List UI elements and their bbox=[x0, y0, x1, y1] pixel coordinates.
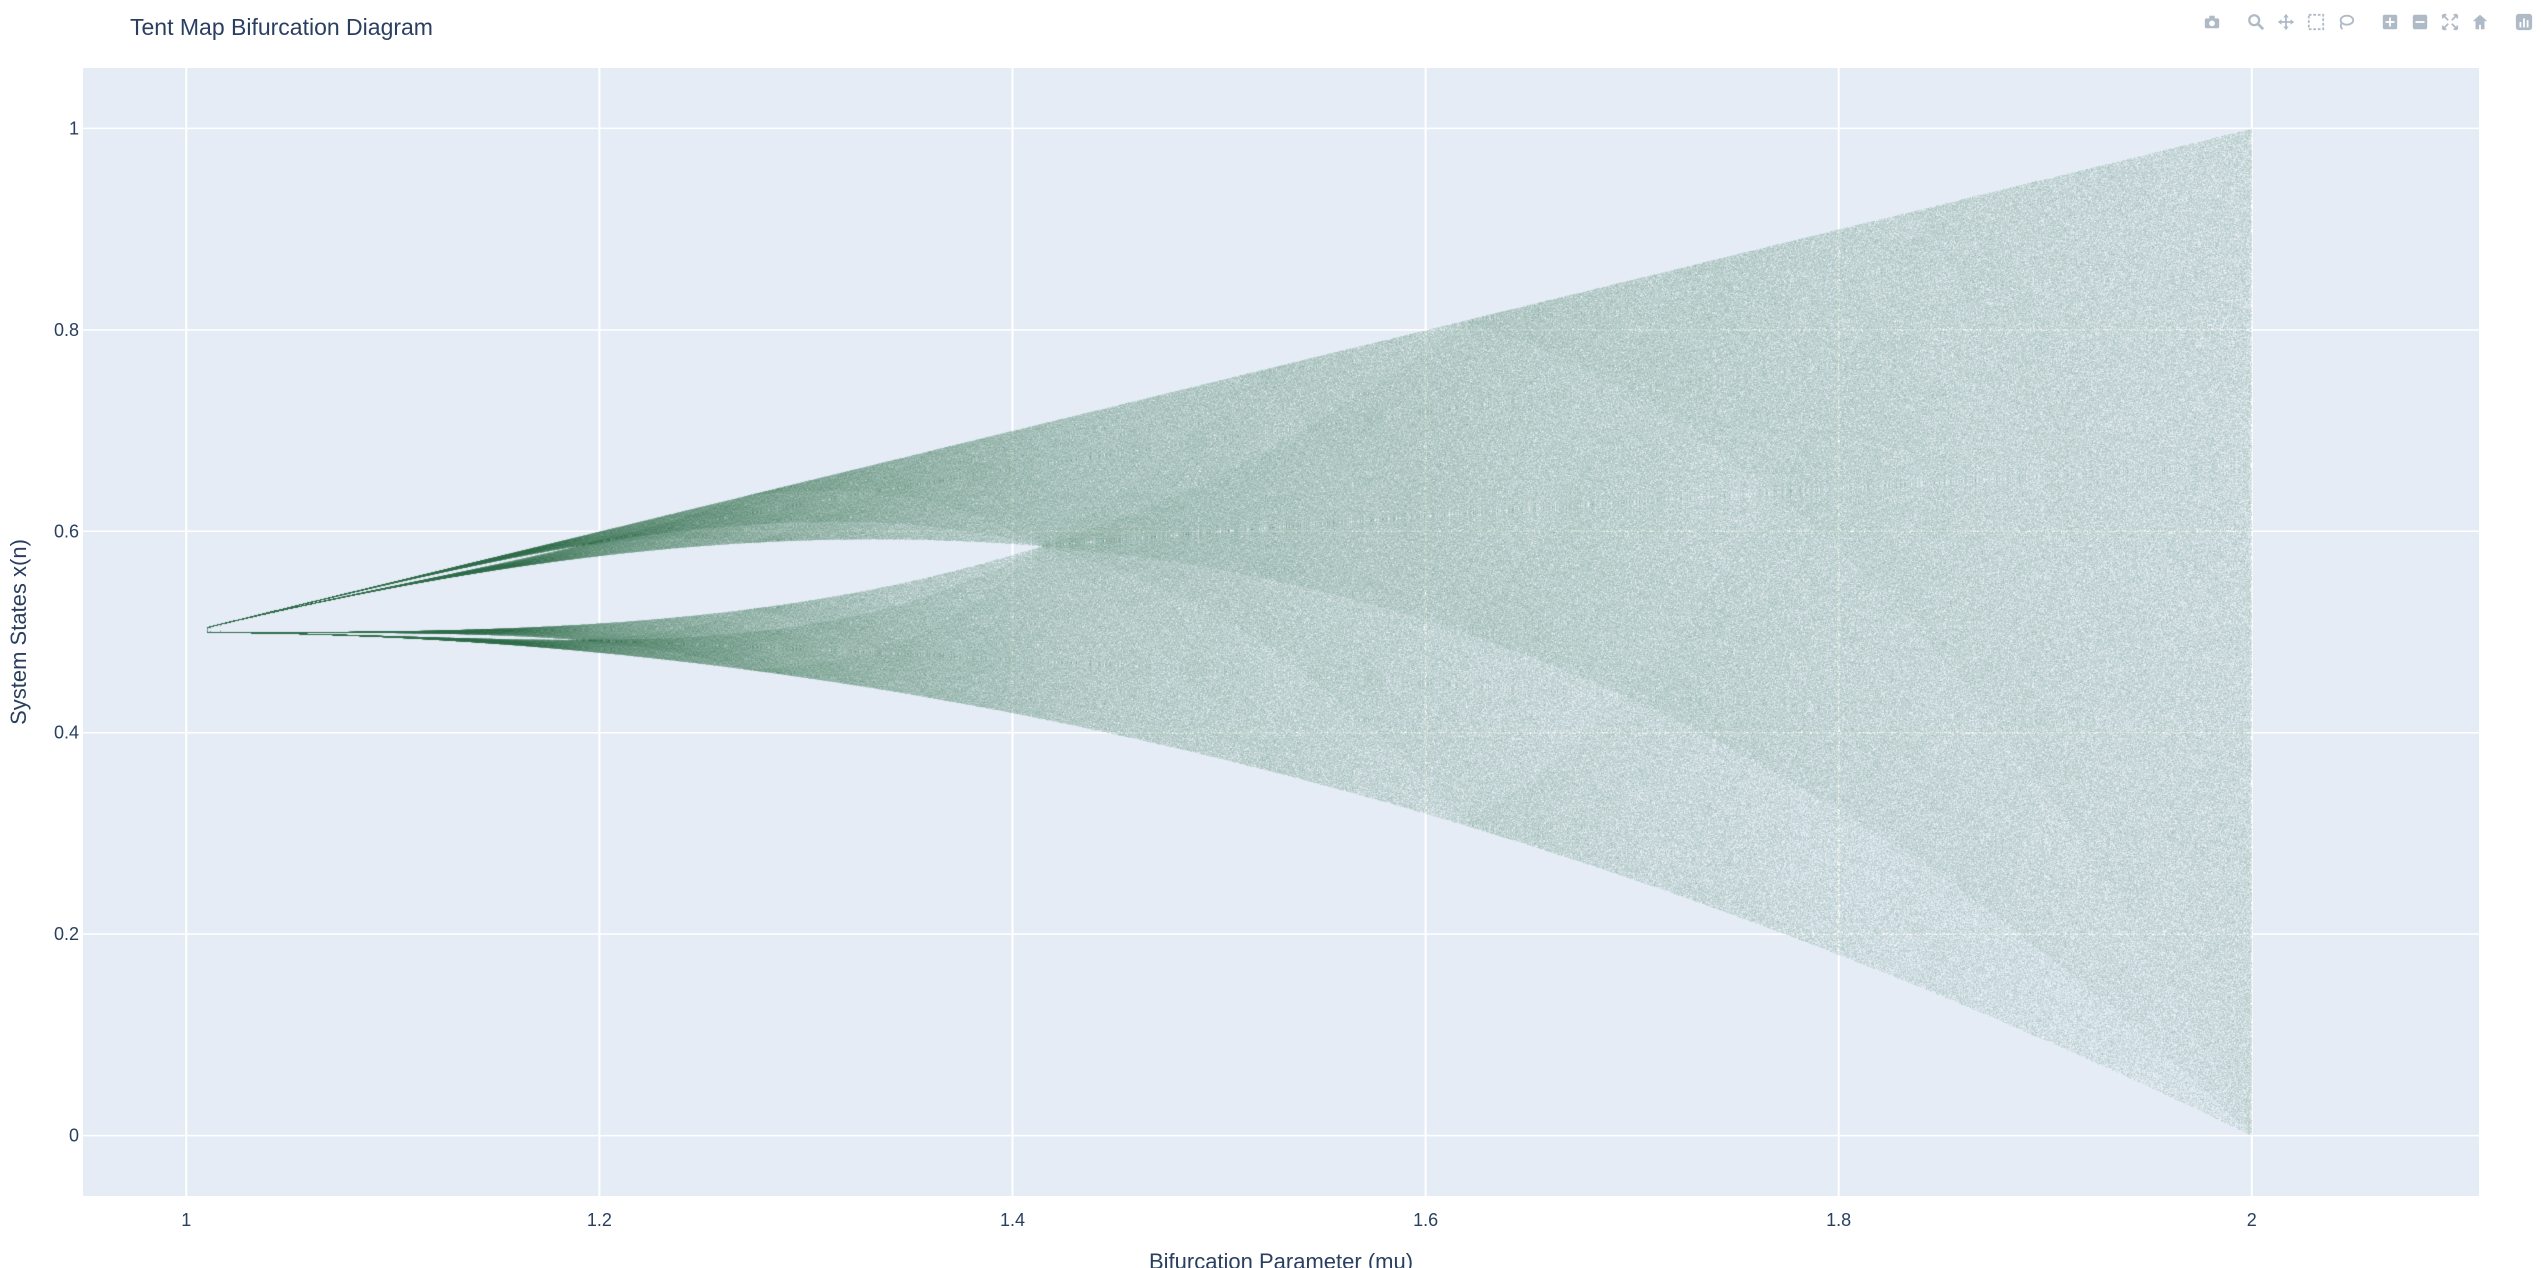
x-tick-label: 1.4 bbox=[1000, 1210, 1025, 1230]
x-tick-label: 1.8 bbox=[1826, 1210, 1851, 1230]
x-tick-label: 1.2 bbox=[587, 1210, 612, 1230]
x-axis-ticks: 1 1.2 1.4 1.6 1.8 2 bbox=[181, 1210, 2257, 1230]
scatter-points bbox=[83, 68, 2479, 1196]
x-tick-label: 2 bbox=[2247, 1210, 2257, 1230]
x-axis-title: Bifurcation Parameter (mu) bbox=[1149, 1249, 1413, 1268]
y-tick-label: 0.6 bbox=[54, 521, 79, 541]
y-axis-ticks: 0 0.2 0.4 0.6 0.8 1 bbox=[54, 118, 79, 1145]
y-tick-label: 0.2 bbox=[54, 924, 79, 944]
x-tick-label: 1.6 bbox=[1413, 1210, 1438, 1230]
y-axis-title: System States x(n) bbox=[6, 539, 31, 725]
y-tick-label: 0.8 bbox=[54, 320, 79, 340]
y-tick-label: 1 bbox=[69, 118, 79, 138]
y-tick-label: 0 bbox=[69, 1126, 79, 1146]
y-tick-label: 0.4 bbox=[54, 723, 79, 743]
x-tick-label: 1 bbox=[181, 1210, 191, 1230]
